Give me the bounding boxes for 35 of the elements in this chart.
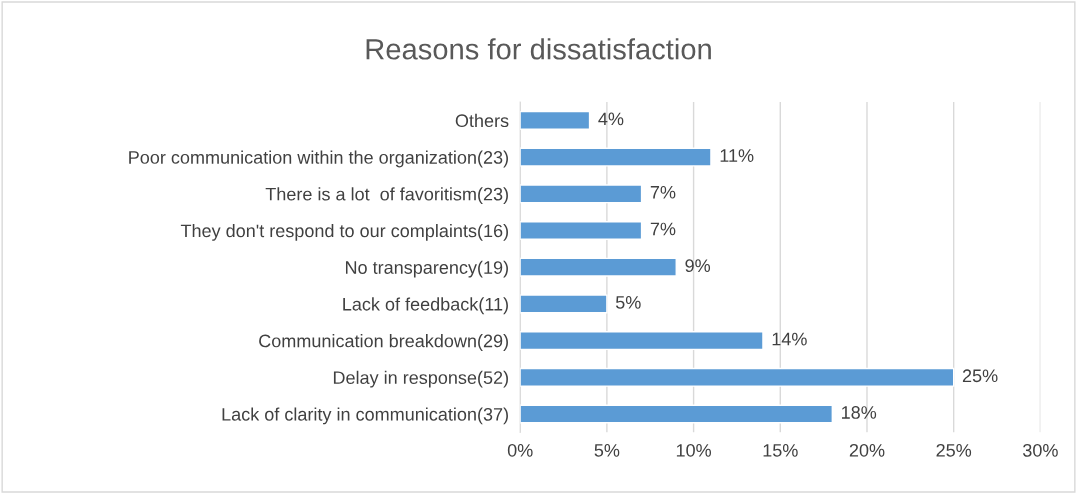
data-label: 9% <box>685 259 711 273</box>
data-label: 5% <box>615 296 641 309</box>
y-tick-label: No transparency(19) <box>345 260 508 278</box>
data-label: 7% <box>650 222 676 236</box>
y-tick-label: Communication breakdown(29) <box>259 334 508 351</box>
bar <box>520 110 591 130</box>
data-label: 25% <box>962 369 998 383</box>
x-tick-label: 15% <box>763 444 798 457</box>
x-tick-label: 10% <box>676 443 712 457</box>
y-tick-label: Delay in response(52) <box>333 370 508 388</box>
bar <box>520 184 643 204</box>
bar <box>520 257 677 277</box>
chart-title: Reasons for dissatisfaction <box>366 38 711 60</box>
data-label: 14% <box>772 332 807 346</box>
data-label: 7% <box>650 185 676 199</box>
data-label: 18% <box>842 406 877 419</box>
y-tick-label: They don't respond to our complaints(16) <box>180 223 508 241</box>
y-tick-label: There is a lot of favoritism(23) <box>265 187 508 205</box>
bar <box>520 221 643 241</box>
bar <box>520 367 955 387</box>
y-tick-label: Others <box>455 113 509 128</box>
data-label: 11% <box>720 149 754 162</box>
x-tick-label: 25% <box>936 443 972 457</box>
y-tick-label: Lack of clarity in communication(37) <box>222 407 508 425</box>
y-tick-label: Lack of feedback(11) <box>343 297 508 315</box>
x-tick-label: 5% <box>594 444 620 457</box>
y-tick-label: Poor communication within the organization(23) <box>129 150 508 168</box>
bar <box>520 404 834 424</box>
x-tick-label: 30% <box>1023 443 1058 457</box>
bar <box>520 294 608 314</box>
bar <box>520 331 764 351</box>
x-tick-label: 20% <box>849 443 885 457</box>
data-label: 4% <box>598 112 624 126</box>
x-tick-label: 0% <box>507 443 533 457</box>
bar <box>520 147 712 167</box>
